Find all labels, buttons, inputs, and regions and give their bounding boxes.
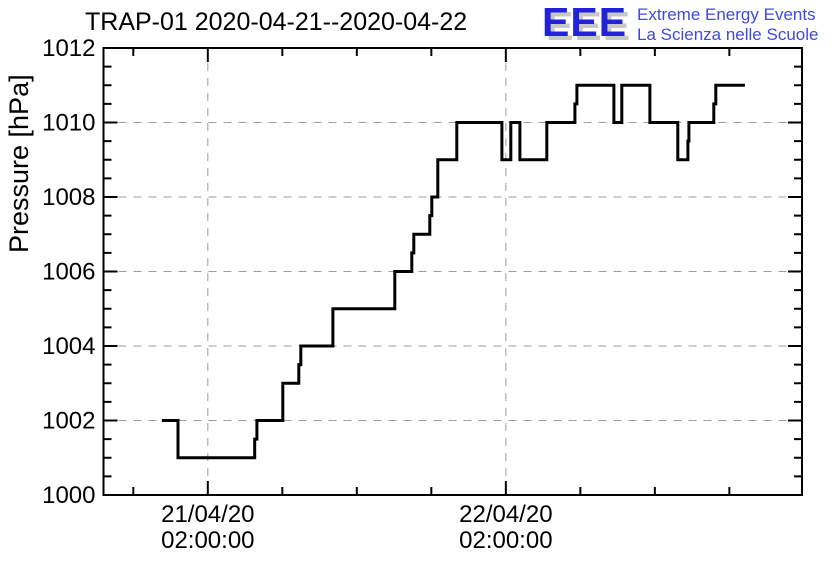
eee-logo-acronym: EEE (542, 0, 628, 45)
y-tick-label: 1012 (42, 35, 95, 62)
x-tick-label-time: 02:00:00 (459, 527, 552, 554)
y-tick-label: 1008 (42, 184, 95, 211)
plot-frame (102, 47, 803, 496)
x-tick-label-time: 02:00:00 (161, 527, 254, 554)
y-tick-label: 1006 (42, 259, 95, 286)
x-tick-label-date: 22/04/20 (459, 501, 552, 528)
eee-logo: EEE Extreme Energy Events La Scienza nel… (540, 2, 832, 50)
y-tick-label: 1000 (42, 482, 95, 509)
eee-logo-tagline-line2: La Scienza nelle Scuole (637, 25, 819, 44)
x-tick-label-date: 21/04/20 (161, 501, 254, 528)
y-tick-label: 1004 (42, 333, 95, 360)
eee-logo-tagline-line1: Extreme Energy Events (637, 5, 816, 24)
y-tick-label: 1010 (42, 110, 95, 137)
y-tick-label: 1002 (42, 408, 95, 435)
pressure-step-line (161, 83, 745, 460)
chart-title: TRAP-01 2020-04-21--2020-04-22 (85, 8, 468, 36)
eee-logo-tagline: Extreme Energy Events La Scienza nelle S… (637, 5, 818, 45)
